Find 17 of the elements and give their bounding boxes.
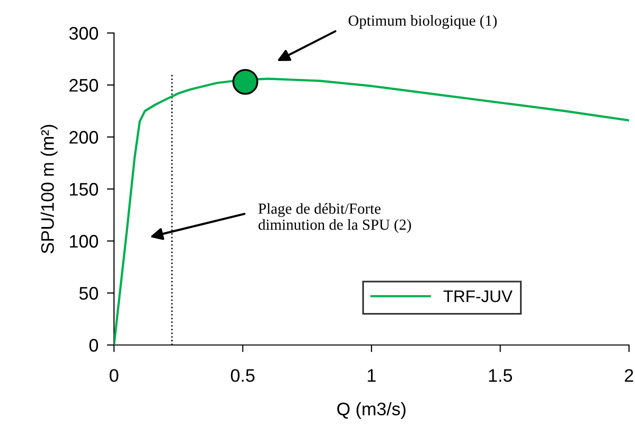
- x-tick-label: 0.5: [230, 369, 255, 382]
- x-tick-label: 2: [624, 369, 634, 382]
- x-tick-label: 0: [110, 369, 118, 382]
- x-tick-label: 1: [368, 369, 376, 382]
- y-tick-label: 250: [70, 78, 98, 92]
- y-tick-label: 100: [70, 234, 98, 248]
- y-tick-label: 300: [69, 26, 98, 40]
- y-axis-title: SPU/100 m (m²): [40, 124, 58, 254]
- y-tick-label: 150: [70, 182, 98, 196]
- y-tick-label: 50: [79, 286, 98, 300]
- annotation: Plage de débit/Forte diminution de la SPU (2): [258, 203, 411, 233]
- legend-label: TRF-JUV: [443, 290, 512, 302]
- y-tick-label: 200: [70, 130, 98, 144]
- x-axis-title: Q (m3/s): [337, 402, 406, 419]
- text: Optimum biologique (1): [348, 15, 497, 29]
- y-tick-label: 0: [89, 338, 98, 352]
- x-tick-label: 1.5: [489, 369, 512, 382]
